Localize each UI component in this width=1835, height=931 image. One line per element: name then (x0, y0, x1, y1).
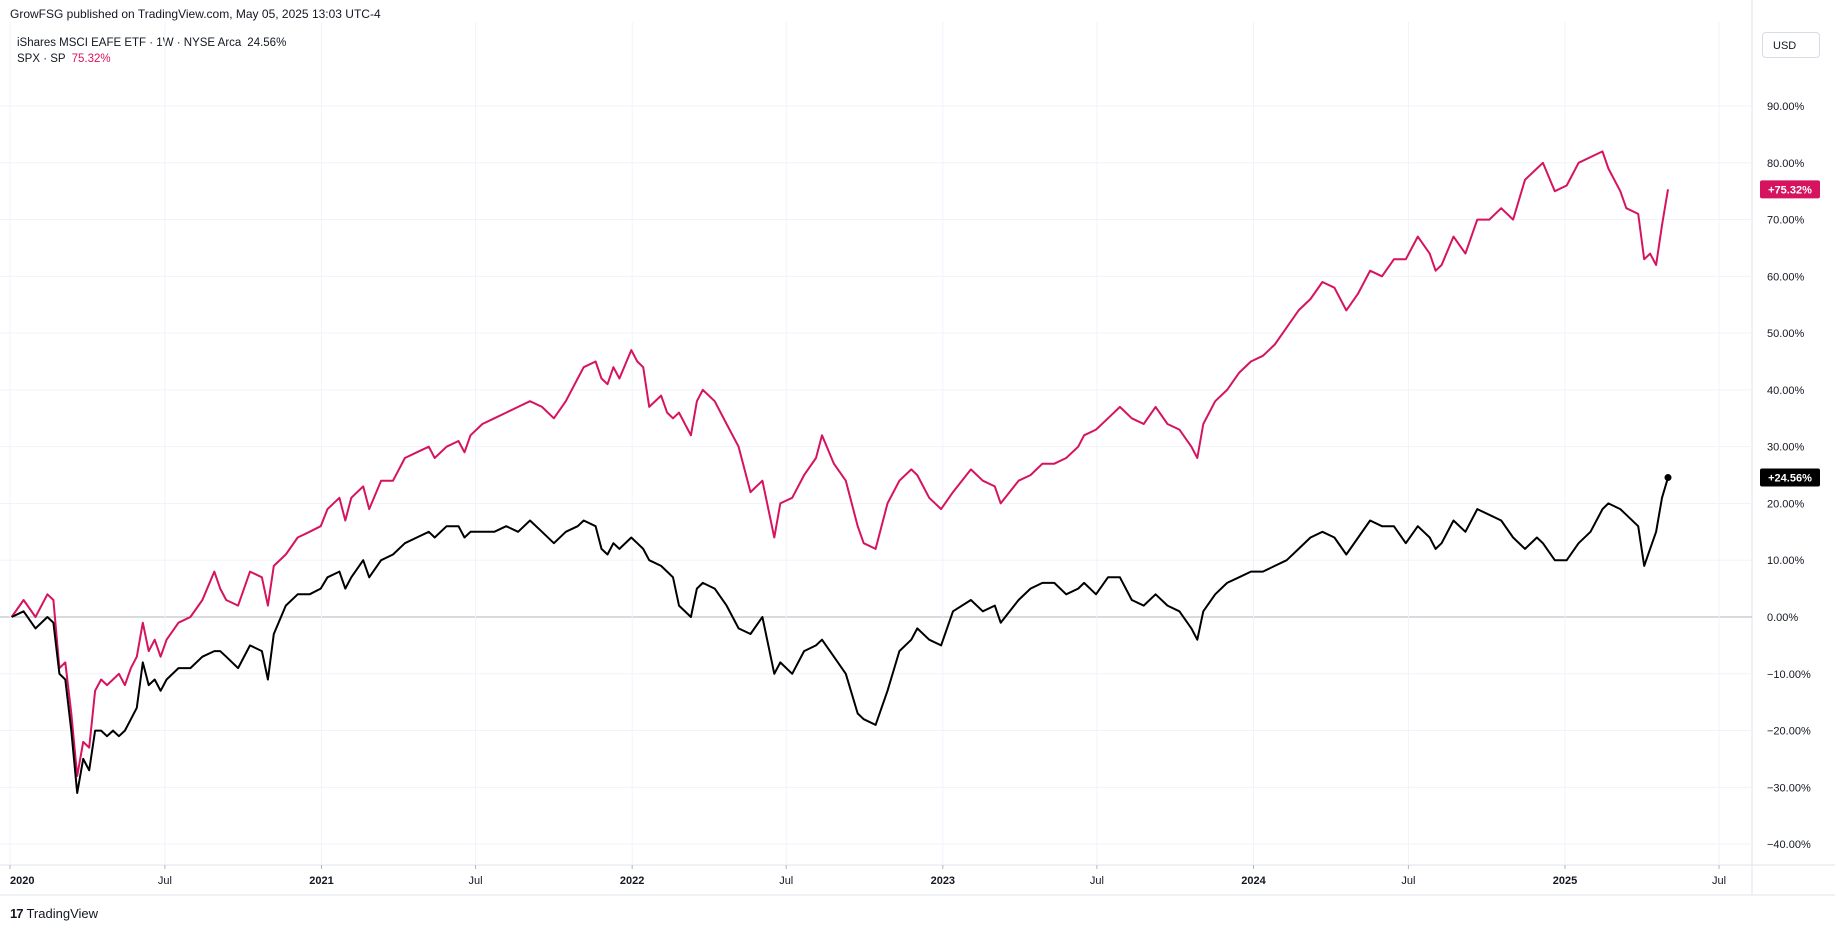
y-tick-label: 30.00% (1767, 442, 1805, 454)
efa-last-point (1664, 474, 1672, 482)
x-tick-label: Jul (1712, 875, 1726, 887)
y-tick-label: 80.00% (1767, 158, 1805, 170)
legend-value-efa: 24.56% (247, 37, 287, 49)
y-tick-label: 40.00% (1767, 385, 1805, 397)
y-tick-label: −20.00% (1767, 726, 1811, 738)
x-tick-label: Jul (158, 875, 172, 887)
x-tick-label: 2021 (309, 875, 333, 887)
efa-line[interactable] (11, 477, 1669, 794)
x-tick-label: 2020 (10, 875, 34, 887)
x-tick-label: Jul (1090, 875, 1104, 887)
y-tick-label: 60.00% (1767, 271, 1805, 283)
y-tick-label: −10.00% (1767, 669, 1811, 681)
currency-selector[interactable]: USD (1762, 32, 1820, 58)
x-tick-label: Jul (779, 875, 793, 887)
legend-row-efa[interactable]: iShares MSCI EAFE ETF · 1W · NYSE Arca 2… (17, 35, 286, 51)
efa-last-value-label: +24.56% (1768, 473, 1812, 485)
x-tick-label: Jul (1401, 875, 1415, 887)
y-tick-label: 90.00% (1767, 101, 1805, 113)
x-tick-label: 2023 (931, 875, 955, 887)
publisher-caption: GrowFSG published on TradingView.com, Ma… (10, 7, 381, 21)
y-tick-label: −40.00% (1767, 839, 1811, 851)
legend-row-spx[interactable]: SPX · SP 75.32% (17, 51, 286, 67)
spx-last-value-tag (1760, 180, 1820, 199)
y-tick-label: −30.00% (1767, 782, 1811, 794)
y-tick-label: 50.00% (1767, 328, 1805, 340)
legend-name-efa: iShares MSCI EAFE ETF · 1W · NYSE Arca (17, 37, 242, 49)
x-tick-label: Jul (469, 875, 483, 887)
footer-brand: 17 TradingView (10, 906, 98, 921)
x-tick-label: 2022 (620, 875, 644, 887)
y-tick-label: 10.00% (1767, 555, 1805, 567)
y-tick-label: 20.00% (1767, 498, 1805, 510)
x-tick-label: 2024 (1241, 875, 1266, 887)
y-tick-label: 0.00% (1767, 612, 1798, 624)
y-tick-label: 70.00% (1767, 215, 1805, 227)
series-legend: iShares MSCI EAFE ETF · 1W · NYSE Arca 2… (17, 35, 286, 67)
legend-name-spx: SPX · SP (17, 53, 66, 65)
spx-line[interactable] (10, 150, 1669, 777)
legend-value-spx: 75.32% (71, 53, 111, 65)
efa-last-value-tag (1760, 468, 1820, 487)
x-tick-label: 2025 (1553, 875, 1577, 887)
tradingview-logo-icon: 17 (10, 906, 24, 921)
footer-brand-label: TradingView (26, 906, 99, 921)
spx-last-value-label: +75.32% (1768, 184, 1812, 196)
